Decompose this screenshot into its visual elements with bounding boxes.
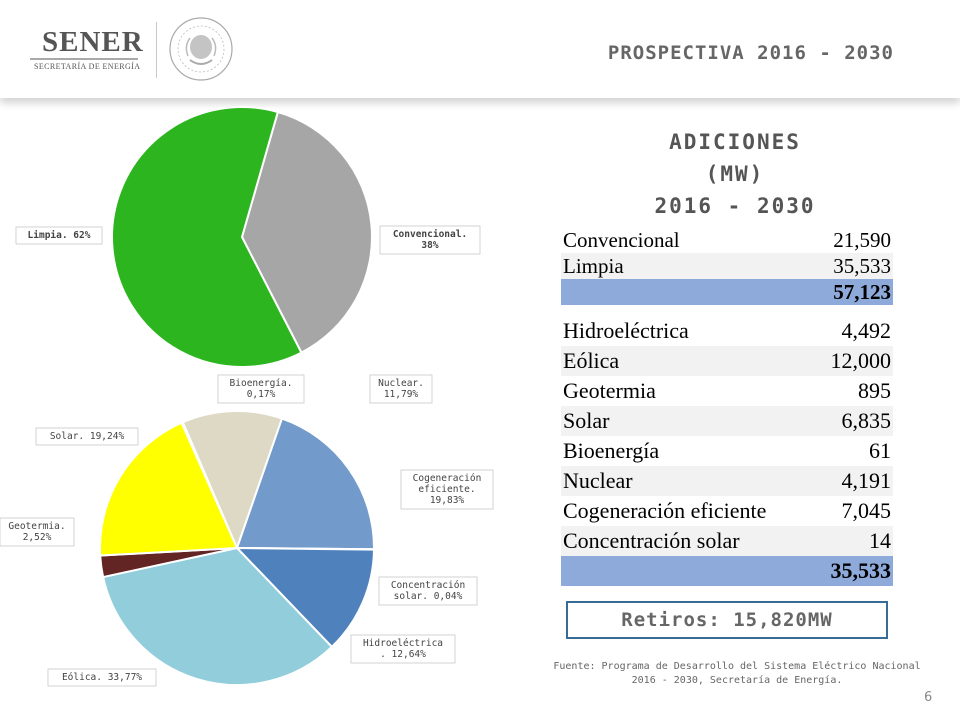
table-row: Convencional 21,590 [561, 227, 893, 253]
data-label-box [379, 225, 481, 255]
data-label-eolica: Eólica. 33,77% [62, 672, 142, 683]
sener-logo: SENER [42, 26, 144, 58]
mexico-seal-icon [169, 17, 233, 81]
data-label-limpia: Limpia. 62% [28, 230, 91, 241]
table-row: Eólica 12,000 [561, 346, 893, 376]
data-label-box [47, 668, 157, 687]
row-label: Solar [563, 408, 610, 433]
page-header: SENER SECRETARÍA DE ENERGÍA PROSPECTIVA … [0, 0, 960, 98]
row-value: 7,045 [841, 498, 892, 523]
table-title-line-1: ADICIONES [669, 130, 801, 154]
row-label: Convencional [563, 227, 680, 252]
data-label-box [350, 634, 456, 664]
row-value: 895 [858, 378, 891, 403]
pie-slice-cogeneracion-eficiente [235, 417, 375, 551]
table-row: Geotermia 895 [561, 376, 893, 406]
table-row: Bioenergía 61 [561, 436, 893, 466]
logo-divider-line [30, 58, 138, 60]
pie-slice-hidroelectrica [234, 546, 376, 649]
data-label-box [15, 226, 103, 245]
data-label-cogeneracion-eficiente: Cogeneración eficiente. 19,83% [413, 473, 482, 506]
data-label-box [0, 517, 75, 547]
pie-slice-solar [99, 421, 239, 557]
row-value: 6,835 [841, 408, 892, 433]
data-label-box [217, 374, 305, 404]
retiros-box: Retiros: 15,820MW [566, 601, 888, 639]
row-value: 35,533 [830, 558, 892, 583]
pie-slice-convencional [240, 110, 373, 354]
data-label-nuclear: Nuclear. 11,79% [378, 378, 424, 400]
data-label-bioenergia: Bioenergía. 0,17% [230, 378, 293, 400]
page-number: 6 [924, 690, 933, 705]
row-label: Limpia [563, 253, 624, 278]
data-label-box [35, 427, 139, 446]
data-label-geotermia: Geotermia. 2,52% [8, 521, 65, 543]
table-row: Limpia 35,533 [561, 253, 893, 279]
row-value: 4,492 [841, 318, 892, 343]
row-value: 14 [869, 528, 891, 553]
table-row: Cogeneración eficiente 7,045 [561, 496, 893, 526]
pie-slice-eolica [101, 546, 334, 686]
row-label: Eólica [563, 348, 620, 373]
table-row: Concentración solar 14 [561, 526, 893, 556]
row-label: Hidroeléctrica [563, 318, 689, 343]
pie-slice-limpia [111, 106, 303, 368]
row-value: 21,590 [833, 227, 891, 252]
row-label: Concentración solar [563, 528, 740, 553]
data-label-solar: Solar. 19,24% [50, 431, 125, 442]
table-total-row: 57,123 [561, 279, 893, 305]
summary-table: Convencional 21,590 Limpia 35,533 57,123 [561, 227, 893, 305]
row-value: 61 [869, 438, 891, 463]
data-label-convencional: Convencional. 38% [393, 229, 467, 251]
row-label: Geotermia [563, 378, 656, 403]
row-value: 57,123 [833, 279, 891, 304]
data-label-hidroelectrica: Hidroeléctrica. 12,64% [363, 638, 443, 660]
row-value: 12,000 [830, 348, 892, 373]
row-label: Nuclear [563, 468, 633, 493]
sener-logo-subtitle: SECRETARÍA DE ENERGÍA [34, 62, 141, 71]
row-label: Cogeneración eficiente [563, 498, 767, 523]
table-row: Nuclear 4,191 [561, 466, 893, 496]
table-total-row: 35,533 [561, 556, 893, 586]
presentation-title: PROSPECTIVA 2016 - 2030 [607, 42, 894, 64]
table-title-line-2: (MW) [705, 162, 765, 186]
data-label-box [400, 469, 494, 510]
pie-slice-nuclear [181, 410, 284, 551]
data-label-concentracion-solar: Concentración solar. 0,04% [391, 580, 465, 602]
header-separator [156, 22, 157, 78]
data-label-box [378, 576, 478, 606]
table-title-line-3: 2016 - 2030 [654, 194, 816, 218]
source-note: Fuente: Programa de Desarrollo del Siste… [553, 661, 921, 686]
detail-table: Hidroeléctrica 4,492 Eólica 12,000 Geoterm… [561, 316, 893, 586]
table-row: Hidroeléctrica 4,492 [561, 316, 893, 346]
row-label: Bioenergía [563, 438, 660, 463]
table-row: Solar 6,835 [561, 406, 893, 436]
data-label-box [369, 374, 433, 404]
row-value: 4,191 [841, 468, 892, 493]
row-value: 35,533 [833, 253, 891, 278]
